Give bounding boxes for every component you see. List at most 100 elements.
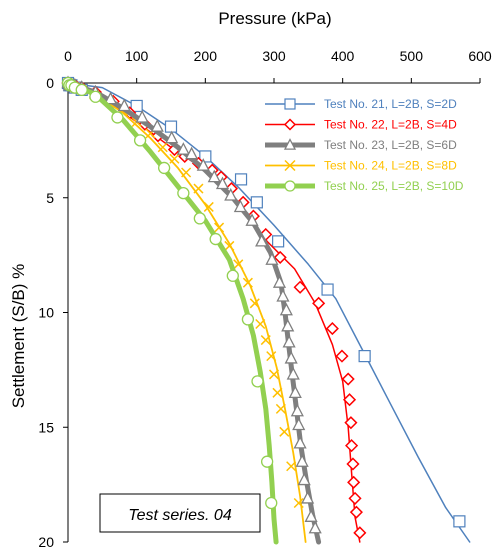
- series-3-point: [245, 213, 259, 226]
- series-3-point: [233, 199, 247, 213]
- series-4-point: [157, 142, 168, 153]
- series-5-point: [157, 161, 171, 175]
- series-5-point: [177, 187, 190, 200]
- series-3-point: [272, 275, 287, 288]
- series-1-point: [199, 150, 212, 163]
- x-tick-label: 400: [331, 48, 355, 64]
- series-4-point: [279, 426, 290, 437]
- legend-label: Test No. 24, L=2B, S=8D: [324, 159, 457, 173]
- series-2-point: [341, 372, 355, 386]
- series-4-point: [293, 497, 304, 509]
- series-2-point: [293, 280, 307, 294]
- legend-marker: [284, 98, 296, 110]
- legend-label: Test No. 21, L=2B, S=2D: [324, 97, 457, 111]
- series-2-point: [312, 296, 326, 310]
- series-4-point: [242, 277, 253, 288]
- legend-item-5: Test No. 25, L=2B, S=10D: [265, 179, 464, 193]
- series-3-point: [288, 385, 302, 399]
- series-5-point: [226, 269, 239, 282]
- y-axis-title: Settlement (S/B) %: [9, 264, 28, 409]
- series-3-point: [301, 490, 315, 504]
- x-tick-label: 500: [400, 48, 424, 64]
- legend-marker: [283, 138, 297, 150]
- annotation-text: Test series. 04: [128, 507, 232, 524]
- series-4-point: [260, 335, 271, 346]
- y-tick-label: 20: [38, 534, 54, 550]
- series-2-point: [346, 457, 360, 471]
- series-4-point: [286, 461, 297, 472]
- series-2-point: [347, 475, 361, 489]
- series-2-point: [335, 349, 349, 363]
- series-3-point: [117, 98, 131, 112]
- series-3-point: [265, 252, 279, 265]
- x-tick-label: 600: [468, 48, 492, 64]
- series-4-point: [249, 298, 260, 309]
- series-4-point: [214, 222, 225, 233]
- series-5-point: [75, 83, 88, 97]
- series-3-point: [165, 130, 179, 144]
- series-1-point: [453, 515, 466, 528]
- series-1-point: [164, 120, 178, 133]
- series-5: [61, 76, 279, 545]
- series-3-point: [282, 334, 296, 348]
- series-3-point: [281, 318, 295, 332]
- x-tick-label: 100: [125, 48, 149, 64]
- x-tick-label: 200: [194, 48, 218, 64]
- legend-item-2: Test No. 22, L=2B, S=4D: [265, 118, 457, 132]
- annotation-box: [99, 493, 261, 533]
- series-3-point: [215, 176, 230, 190]
- series-3-point: [279, 302, 293, 316]
- legend-label: Test No. 22, L=2B, S=4D: [324, 118, 457, 132]
- series-3-point: [304, 509, 318, 522]
- series-2-point: [344, 416, 358, 430]
- y-tick-label: 15: [38, 419, 54, 435]
- series-3-point: [196, 158, 210, 171]
- series-3-point: [276, 288, 290, 302]
- series-1-point: [250, 196, 263, 209]
- series-3-point: [135, 109, 149, 123]
- series-4-point: [268, 369, 280, 380]
- series-3-point: [224, 187, 238, 201]
- series-layer: [61, 75, 471, 545]
- series-2: [61, 76, 367, 543]
- series-5-line: [65, 80, 279, 545]
- series-3-point: [207, 169, 221, 183]
- series-2-point: [342, 393, 357, 407]
- series-2-point: [273, 250, 287, 264]
- series-3-point: [290, 403, 304, 417]
- series-4-point: [233, 259, 244, 270]
- series-3-point: [286, 367, 300, 380]
- series-4-point: [181, 167, 192, 178]
- series-4-point: [193, 183, 204, 194]
- series-2-point: [348, 491, 362, 505]
- legend-label: Test No. 23, L=2B, S=6D: [324, 138, 457, 152]
- series-4-point: [224, 240, 235, 251]
- series-2-point: [345, 439, 359, 453]
- x-tick-label: 0: [64, 48, 72, 64]
- legend-item-4: Test No. 24, L=2B, S=8D: [265, 159, 457, 173]
- y-tick-label: 5: [46, 190, 54, 206]
- series-3-point: [150, 119, 164, 132]
- series-5-point: [89, 90, 102, 103]
- series-3-point: [297, 472, 311, 486]
- series-3-point: [104, 91, 118, 105]
- series-5-point: [133, 134, 147, 147]
- series-1-point: [321, 283, 334, 296]
- x-axis-title: Pressure (kPa): [218, 9, 331, 28]
- x-tick-label: 300: [262, 48, 286, 64]
- series-3-point: [176, 142, 190, 155]
- series-3-line: [65, 80, 322, 545]
- series-5-point: [265, 496, 278, 510]
- legend-marker: [284, 159, 296, 172]
- series-2-point: [325, 322, 339, 336]
- series-3-point: [292, 417, 306, 431]
- series-3-point: [284, 350, 298, 364]
- series-1-point: [272, 235, 285, 248]
- series-5-point: [209, 232, 222, 246]
- y-tick-label: 0: [46, 75, 54, 91]
- series-3-point: [295, 454, 309, 467]
- series-2-point: [349, 505, 363, 519]
- series-4-point: [275, 403, 286, 414]
- legend-item-1: Test No. 21, L=2B, S=2D: [265, 97, 457, 111]
